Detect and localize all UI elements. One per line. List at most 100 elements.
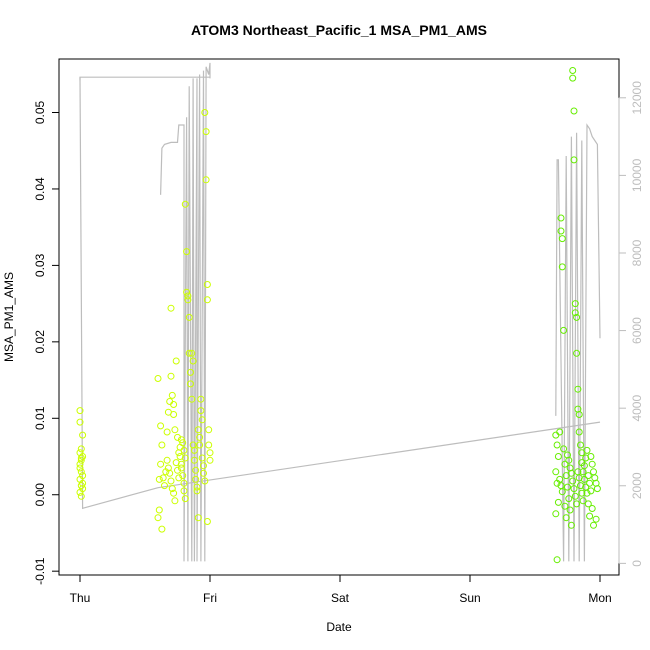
x-tick-label: Fri [203,591,217,605]
data-point [201,109,209,116]
data-point [201,477,209,485]
data-point [205,426,213,434]
data-point [167,304,175,312]
data-point [577,441,584,449]
data-point [155,506,163,514]
data-point [168,485,176,493]
data-point [188,349,196,357]
data-point [172,459,180,467]
data-point [163,456,171,464]
data-point [77,492,85,500]
data-point [203,296,211,304]
data-point [77,456,85,464]
data-point [575,411,583,418]
data-point [570,485,578,493]
data-point [76,418,84,426]
data-point [552,431,560,439]
data-point [573,313,581,321]
x-tick-label: Mon [588,591,611,605]
y2-tick-label: 8000 [630,239,644,266]
y2-tick-label: 2000 [630,472,644,499]
data-point [154,375,162,382]
data-point [158,525,166,533]
data-point [573,500,581,508]
data-point [167,477,175,485]
data-point [181,200,189,208]
data-point [558,488,566,496]
data-point [202,128,210,136]
x-axis-label: Date [326,620,352,634]
data-point [157,422,165,430]
data-point [174,466,181,474]
data-point [185,313,193,321]
data-point [590,521,597,529]
data-point [168,391,176,399]
data-point [77,445,85,453]
data-point [181,495,189,503]
data-point [567,469,575,477]
data-point [170,489,178,497]
data-point [553,556,561,564]
data-point [198,454,206,462]
data-point [155,475,163,483]
data-point [77,468,85,476]
data-point [564,483,571,491]
data-point [200,462,207,470]
data-point [192,466,200,474]
data-point [584,500,592,508]
data-point [185,349,193,357]
data-point [553,441,561,449]
y2-tick-label: 0 [630,560,644,567]
data-point [174,433,181,441]
data-point [183,288,191,296]
data-point [179,439,187,447]
data-point [79,431,87,439]
data-point [179,472,187,480]
data-point [588,505,596,512]
secondary-line-segment [79,77,159,510]
data-point [170,411,178,418]
data-point [561,502,569,510]
data-point [587,487,595,495]
data-point [76,407,84,415]
data-point [569,477,577,485]
y2-tick-label: 6000 [630,317,644,344]
data-point [177,464,185,472]
data-point [172,357,180,365]
data-point [206,449,214,457]
chart-title: ATOM3 Northeast_Pacific_1 MSA_PM1_AMS [191,22,487,38]
data-point [161,482,168,490]
y2-tick-label: 4000 [630,395,644,422]
data-point [205,441,213,449]
data-point [570,156,578,164]
data-point [189,357,197,365]
data-point [575,428,583,436]
data-point [79,479,87,487]
data-point [76,488,84,496]
data-point [557,214,565,222]
data-point [554,498,562,506]
data-point [166,469,174,477]
data-point [171,497,179,505]
data-point [570,107,578,115]
data-point [194,514,202,522]
data-point [180,487,188,495]
data-point [583,489,591,497]
data-point [171,426,179,434]
y-tick-label: 0.05 [33,100,47,124]
data-point [558,263,566,271]
secondary-line-segment [160,62,211,562]
data-point [593,485,601,493]
data-point [586,512,594,520]
data-point [181,454,189,462]
data-point [560,445,568,453]
data-point [176,443,184,451]
data-point [578,489,586,497]
data-point [77,454,85,462]
data-point [183,248,191,256]
data-point [556,428,564,436]
data-point [170,401,178,408]
data-point [571,492,579,500]
data-point [573,349,581,357]
